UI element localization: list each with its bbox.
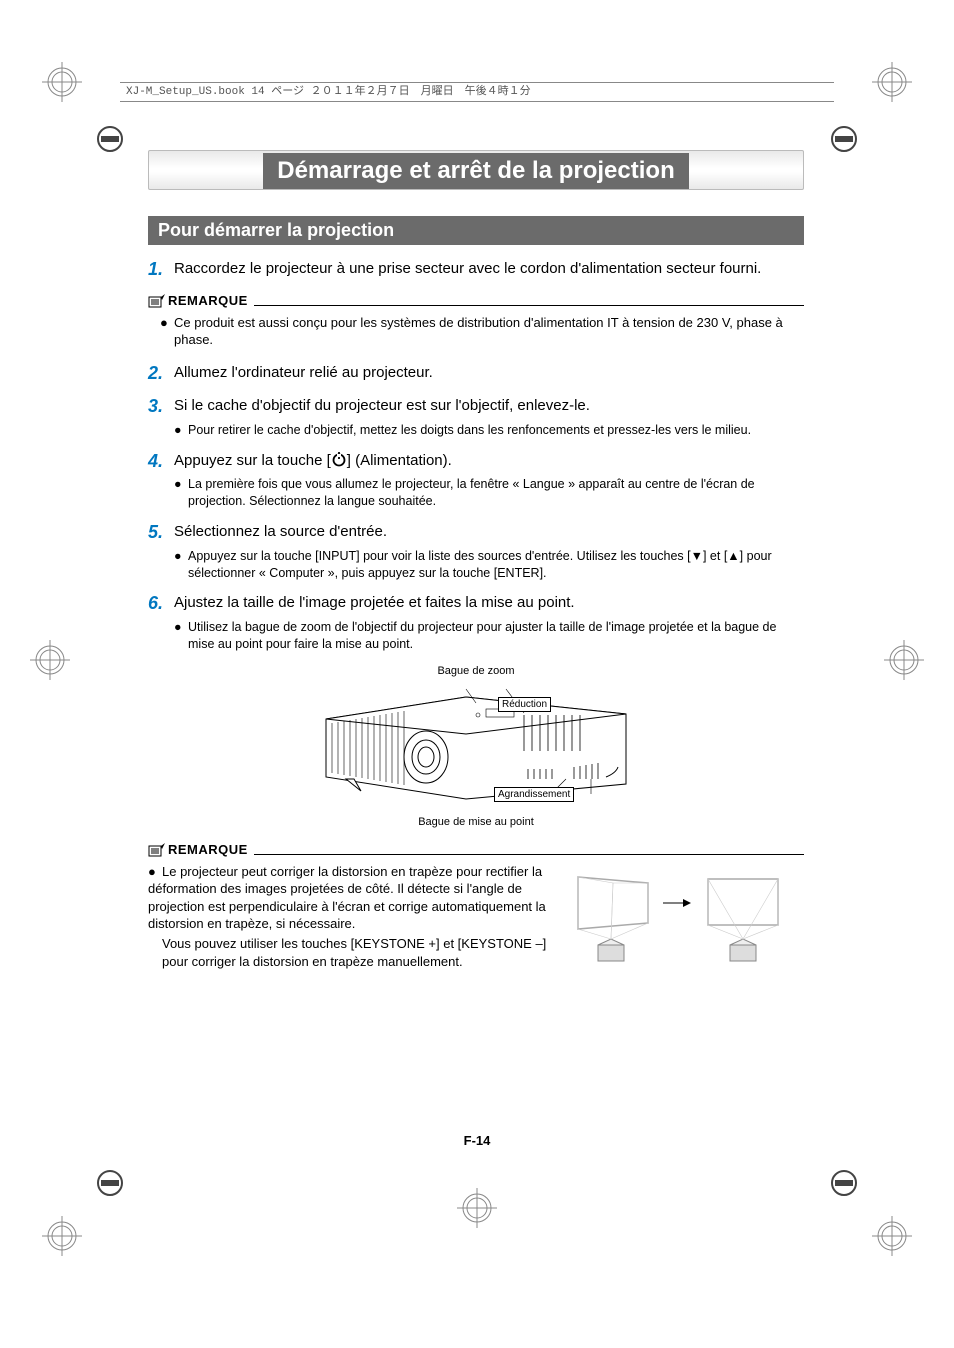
step-5: 5. Sélectionnez la source d'entrée. ● Ap… [148, 522, 804, 581]
remarque-2-label: REMARQUE [168, 842, 248, 857]
remarque-2-text-a: Le projecteur peut corriger la distorsio… [148, 864, 546, 932]
step-6-bullet-1-text: Utilisez la bague de zoom de l'objectif … [188, 619, 804, 653]
step-6-bullet-1: ● Utilisez la bague de zoom de l'objecti… [174, 619, 804, 653]
step-1: 1. Raccordez le projecteur à une prise s… [148, 259, 804, 281]
step-4-prefix: Appuyez sur la touche [ [174, 452, 331, 469]
crop-mark-mr [884, 640, 924, 680]
step-2-text: Allumez l'ordinateur relié au projecteur… [174, 363, 804, 383]
bullet-dot-icon: ● [174, 548, 188, 582]
step-4-text: Appuyez sur la touche [ ] (Alimentation). [174, 451, 804, 471]
step-4-num: 4. [148, 451, 174, 473]
step-5-num: 5. [148, 522, 174, 544]
zoom-ring-label: Bague de zoom [148, 665, 804, 677]
note-icon [148, 843, 166, 857]
remarque-2-rule [254, 854, 804, 855]
callout-reduction: Réduction [498, 697, 551, 712]
note-icon [148, 294, 166, 308]
step-5-bullet-1: ● Appuyez sur la touche [INPUT] pour voi… [174, 548, 804, 582]
crop-cylinder-tl [95, 124, 125, 154]
step-3-num: 3. [148, 396, 174, 418]
bullet-dot-icon: ● [174, 476, 188, 510]
step-4-bullet-1: ● La première fois que vous allumez le p… [174, 476, 804, 510]
bullet-dot-icon: ● [174, 619, 188, 653]
page-title: Démarrage et arrêt de la projection [263, 153, 688, 189]
crop-mark-bc [457, 1188, 497, 1228]
crop-mark-bl [42, 1216, 82, 1256]
step-2: 2. Allumez l'ordinateur relié au project… [148, 363, 804, 385]
crop-cylinder-br [829, 1168, 859, 1198]
bullet-dot-icon: ● [174, 422, 188, 439]
header-meta: XJ-M_Setup_US.book 14 ページ ２０１１年２月７日 月曜日 … [120, 82, 834, 102]
step-6: 6. Ajustez la taille de l'image projetée… [148, 593, 804, 652]
crop-cylinder-bl [95, 1168, 125, 1198]
step-4: 4. Appuyez sur la touche [ ] (Alimentatio… [148, 451, 804, 510]
step-4-bullet-1-text: La première fois que vous allumez le pro… [188, 476, 804, 510]
step-3-text: Si le cache d'objectif du projecteur est… [174, 396, 804, 416]
page-title-banner: Démarrage et arrêt de la projection [148, 150, 804, 190]
remarque-2-header: REMARQUE [148, 842, 804, 857]
step-3-bullet-1-text: Pour retirer le cache d'objectif, mettez… [188, 422, 751, 439]
crop-mark-br [872, 1216, 912, 1256]
power-icon [331, 451, 347, 467]
step-6-text: Ajustez la taille de l'image projetée et… [174, 593, 804, 613]
projector-diagram: Bague de zoom [148, 665, 804, 828]
step-3: 3. Si le cache d'objectif du projecteur … [148, 396, 804, 438]
keystone-diagram [548, 863, 804, 978]
remarque-2-text-b: Vous pouvez utiliser les touches [KEYSTO… [148, 935, 548, 970]
crop-mark-tl [42, 62, 82, 102]
crop-cylinder-tr [829, 124, 859, 154]
header-meta-text: XJ-M_Setup_US.book 14 ページ ２０１１年２月７日 月曜日 … [126, 86, 531, 98]
remarque-1-bullet-text: Ce produit est aussi conçu pour les syst… [174, 314, 804, 349]
remarque-1-rule [254, 305, 804, 306]
remarque-1-label: REMARQUE [168, 293, 248, 308]
step-5-text: Sélectionnez la source d'entrée. [174, 522, 804, 542]
projector-illustration [306, 679, 646, 809]
remarque-1-header: REMARQUE [148, 293, 804, 308]
bullet-dot-icon: ● [148, 863, 162, 881]
keystone-block: ●Le projecteur peut corriger la distorsi… [148, 863, 804, 978]
step-6-num: 6. [148, 593, 174, 615]
crop-mark-tr [872, 62, 912, 102]
crop-mark-ml [30, 640, 70, 680]
step-1-text: Raccordez le projecteur à une prise sect… [174, 259, 804, 279]
step-3-bullet-1: ● Pour retirer le cache d'objectif, mett… [174, 422, 804, 439]
step-2-num: 2. [148, 363, 174, 385]
step-5-bullet-1-text: Appuyez sur la touche [INPUT] pour voir … [188, 548, 804, 582]
remarque-1-bullet: ● Ce produit est aussi conçu pour les sy… [160, 314, 804, 349]
bullet-dot-icon: ● [160, 314, 174, 349]
page-number: F-14 [0, 1133, 954, 1148]
step-4-suffix: ] (Alimentation). [347, 452, 452, 469]
step-1-num: 1. [148, 259, 174, 281]
section-heading: Pour démarrer la projection [148, 216, 804, 245]
callout-enlarge: Agrandissement [494, 787, 574, 802]
focus-ring-label: Bague de mise au point [148, 816, 804, 828]
